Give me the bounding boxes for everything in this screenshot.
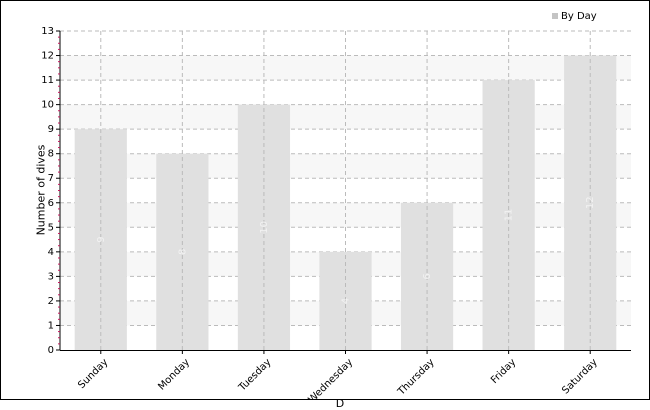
y-tick-label: 8 <box>48 149 54 160</box>
y-tick-label: 6 <box>48 198 54 209</box>
data-label: 4 <box>341 298 352 304</box>
y-axis-label: Number of dives <box>34 144 48 236</box>
y-tick-label: 2 <box>48 296 54 307</box>
data-label: 9 <box>96 236 107 242</box>
y-tick-label: 9 <box>48 124 54 135</box>
data-label: 10 <box>259 221 270 234</box>
y-tick-label: 12 <box>41 51 54 62</box>
legend: By Day <box>552 9 597 23</box>
y-tick-label: 0 <box>48 345 54 356</box>
y-tick-label: 11 <box>41 75 54 86</box>
y-tick-label: 5 <box>48 222 54 233</box>
y-tick-label: 3 <box>48 271 54 282</box>
x-tick-label-monday: Monday <box>156 357 192 393</box>
x-tick-label-sunday: Sunday <box>76 357 110 391</box>
data-label: 12 <box>585 196 596 209</box>
y-tick-label: 4 <box>48 247 54 258</box>
x-tick-label-saturday: Saturday <box>560 357 600 397</box>
legend-swatch <box>552 13 558 19</box>
y-tick-label: 7 <box>48 173 54 184</box>
y-tick-label: 13 <box>41 26 54 37</box>
x-tick-label-thursday: Thursday <box>395 357 436 398</box>
y-tick-label: 1 <box>48 320 54 331</box>
data-label: 6 <box>422 273 433 279</box>
x-tick-label-tuesday: Tuesday <box>236 357 273 394</box>
data-label: 8 <box>177 249 188 255</box>
x-tick-label-wednesday: Wednesday <box>306 357 355 399</box>
y-tick-label: 10 <box>41 100 54 111</box>
data-label: 11 <box>504 209 515 222</box>
x-tick-label-friday: Friday <box>489 357 518 386</box>
legend-label: By Day <box>561 10 597 22</box>
x-axis-label: D <box>335 397 345 410</box>
